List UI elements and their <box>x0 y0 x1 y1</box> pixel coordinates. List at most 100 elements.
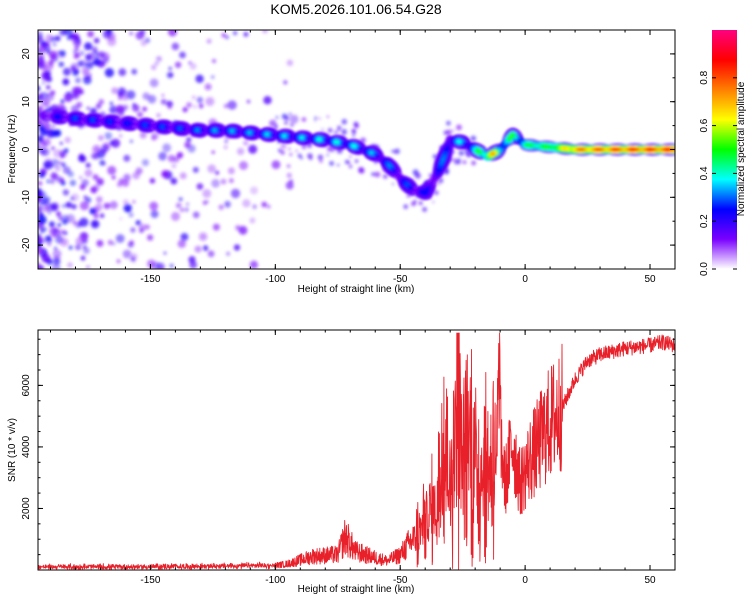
noise-speck <box>98 51 106 59</box>
noise-speck <box>414 199 417 202</box>
noise-speck <box>135 31 145 40</box>
noise-speck <box>47 211 51 215</box>
noise-speck <box>92 145 101 154</box>
noise-speck <box>177 239 186 248</box>
noise-speck <box>139 131 147 139</box>
noise-speck <box>116 259 121 264</box>
noise-speck <box>195 74 204 84</box>
noise-speck <box>158 151 167 161</box>
noise-speck <box>109 101 114 106</box>
noise-speck <box>64 79 68 84</box>
noise-speck <box>38 248 44 255</box>
noise-speck <box>151 135 157 141</box>
noise-speck <box>42 81 46 85</box>
noise-speck <box>47 242 52 247</box>
noise-speck <box>96 178 104 186</box>
noise-speck <box>59 238 69 247</box>
noise-speck <box>192 166 199 173</box>
noise-speck <box>286 172 292 179</box>
noise-speck <box>232 30 238 36</box>
noise-speck <box>246 99 251 104</box>
noise-speck <box>95 196 103 203</box>
noise-speck <box>102 162 106 166</box>
noise-speck <box>352 134 355 138</box>
noise-speck <box>471 160 476 166</box>
noise-speck <box>94 203 103 212</box>
noise-speck <box>220 178 227 185</box>
colorbar-bar <box>712 30 737 269</box>
noise-speck <box>163 251 167 255</box>
noise-speck <box>198 103 204 109</box>
noise-speck <box>468 154 471 157</box>
y-tick-label: 10 <box>21 96 32 108</box>
noise-speck <box>193 104 197 109</box>
noise-speck <box>38 215 47 225</box>
noise-speck <box>348 164 353 169</box>
noise-speck <box>38 200 42 205</box>
noise-speck <box>46 106 52 112</box>
noise-speck <box>118 178 125 185</box>
noise-speck <box>52 249 62 259</box>
noise-speck <box>226 251 231 256</box>
noise-speck <box>118 134 123 138</box>
x-tick-label: -50 <box>393 274 408 285</box>
noise-speck <box>52 42 57 47</box>
noise-speck <box>155 56 162 62</box>
snr-series-line <box>38 332 675 570</box>
noise-speck <box>192 95 196 100</box>
colorbar-tick-label: 0.8 <box>699 70 710 84</box>
noise-speck <box>80 255 86 261</box>
noise-speck <box>90 153 97 159</box>
noise-speck <box>48 221 55 228</box>
noise-speck <box>170 73 174 77</box>
noise-speck <box>85 53 93 61</box>
noise-speck <box>168 30 177 37</box>
noise-speck <box>54 165 61 172</box>
noise-speck <box>126 90 136 100</box>
noise-speck <box>317 154 324 161</box>
noise-speck <box>81 67 90 76</box>
noise-speck <box>238 225 248 235</box>
noise-speck <box>104 68 114 78</box>
noise-speck <box>85 197 92 204</box>
snr-y-label: SNR (10 * v/v) <box>7 418 18 482</box>
noise-speck <box>135 220 141 226</box>
noise-speck <box>79 60 87 68</box>
noise-speck <box>122 249 132 259</box>
noise-speck <box>123 199 129 206</box>
noise-speck <box>434 190 439 195</box>
noise-speck <box>63 148 69 153</box>
noise-speck <box>38 48 42 53</box>
noise-speck <box>53 246 58 251</box>
noise-speck <box>95 103 102 109</box>
noise-speck <box>178 197 183 202</box>
noise-speck <box>65 201 72 208</box>
noise-speck <box>74 46 80 51</box>
noise-speck <box>50 37 56 43</box>
noise-speck <box>314 119 317 122</box>
noise-speck <box>44 40 51 47</box>
noise-speck <box>131 68 138 75</box>
noise-speck <box>51 123 56 129</box>
noise-speck <box>187 144 196 153</box>
noise-speck <box>70 66 76 71</box>
spectrogram-panel: -150 -100 -50 0 50 20 10 0 -10 -20 Height of str… <box>7 29 676 295</box>
noise-speck <box>61 204 66 208</box>
noise-speck <box>93 213 99 219</box>
noise-speck <box>87 30 94 38</box>
noise-speck <box>118 68 127 77</box>
noise-speck <box>132 200 136 204</box>
noise-speck <box>233 244 241 251</box>
noise-speck <box>403 204 409 210</box>
noise-speck <box>309 156 313 160</box>
noise-speck <box>414 172 421 179</box>
noise-speck <box>67 262 73 268</box>
noise-speck <box>150 210 159 219</box>
noise-speck <box>295 149 298 152</box>
noise-speck <box>57 50 61 54</box>
noise-speck <box>144 224 150 230</box>
noise-speck <box>192 211 200 219</box>
noise-speck <box>129 240 134 245</box>
noise-speck <box>60 178 64 182</box>
noise-speck <box>341 129 348 135</box>
